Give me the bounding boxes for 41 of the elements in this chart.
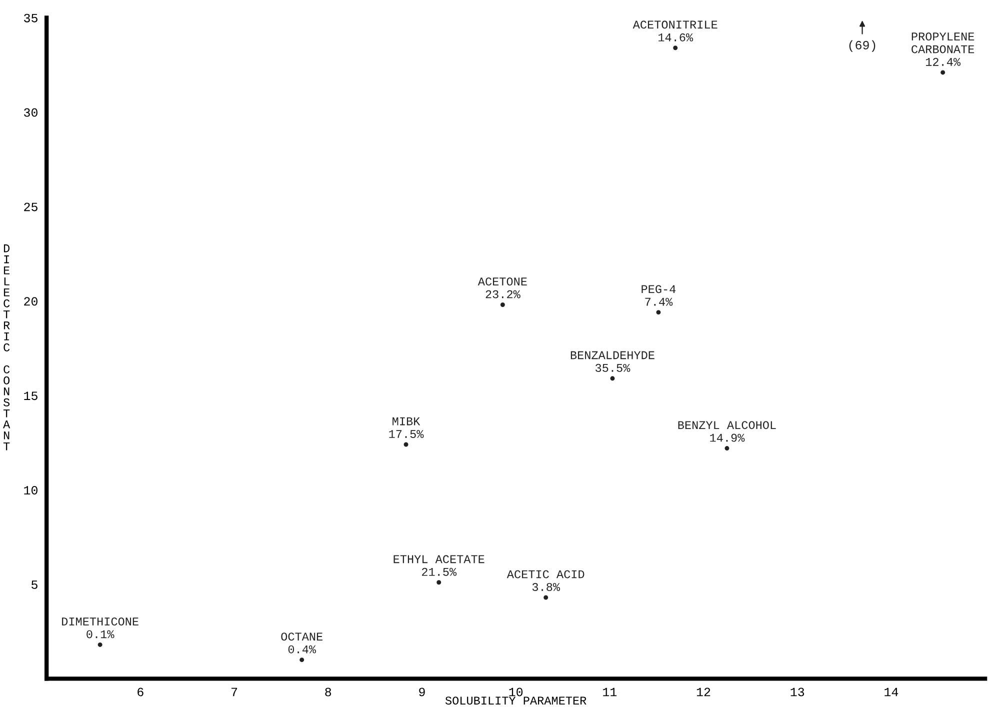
data-label: ACETONE 23.2%: [478, 278, 527, 298]
y-tick-label: 10: [24, 486, 38, 494]
text: DIELECTRIC CONSTANT: [3, 244, 10, 450]
data-label: PEG-4 7.4%: [642, 285, 676, 306]
x-tick-label: 9: [419, 688, 425, 696]
x-axis-title: SOLUBILITY PARAMETER: [445, 696, 586, 705]
x-tick-label: 7: [231, 688, 238, 696]
y-tick-label: 15: [24, 392, 38, 400]
y-tick-label: 25: [24, 202, 38, 212]
point: [500, 302, 505, 308]
x-tick-label: 12: [696, 688, 710, 696]
y-tick-label: 35: [24, 14, 38, 22]
data-label: ACETONITRILE 14.6%: [632, 20, 718, 42]
y-tick-label: 20: [24, 297, 38, 306]
point: [656, 310, 661, 315]
x-tick-label: 13: [790, 688, 804, 696]
point: [98, 642, 102, 647]
x-tick-label: 6: [138, 688, 144, 696]
point: [404, 442, 408, 447]
data-label: PROPYLENE CARBONATE 12.4%: [912, 32, 974, 66]
data-label: MIBK 17.5%: [389, 417, 424, 438]
data-label: DIMETHICONE 0.1%: [62, 617, 138, 638]
point: [610, 376, 615, 381]
point: [724, 446, 730, 451]
point: [673, 46, 678, 50]
point: [300, 658, 304, 662]
point: [940, 70, 946, 75]
x-tick-label: 8: [325, 688, 332, 696]
point: [544, 595, 548, 600]
data-label: BENZALDEHYDE 35.5%: [570, 351, 654, 372]
annotation: (69): [849, 40, 876, 52]
data-label: ACETIC ACID 3.8%: [506, 570, 584, 592]
data-label: OCTANE 0.4%: [281, 632, 322, 654]
point: [436, 580, 442, 585]
y-tick-label: 5: [32, 580, 38, 589]
data-label: BENZYL ALCOHOL 14.9%: [678, 421, 776, 442]
x-tick-label: 10: [509, 688, 523, 696]
y-tick-label: 30: [24, 108, 38, 117]
data-label: ETHYL ACETATE 21.5%: [394, 555, 484, 576]
x-tick-label: 11: [603, 688, 617, 696]
x-tick-label: 14: [884, 688, 898, 696]
